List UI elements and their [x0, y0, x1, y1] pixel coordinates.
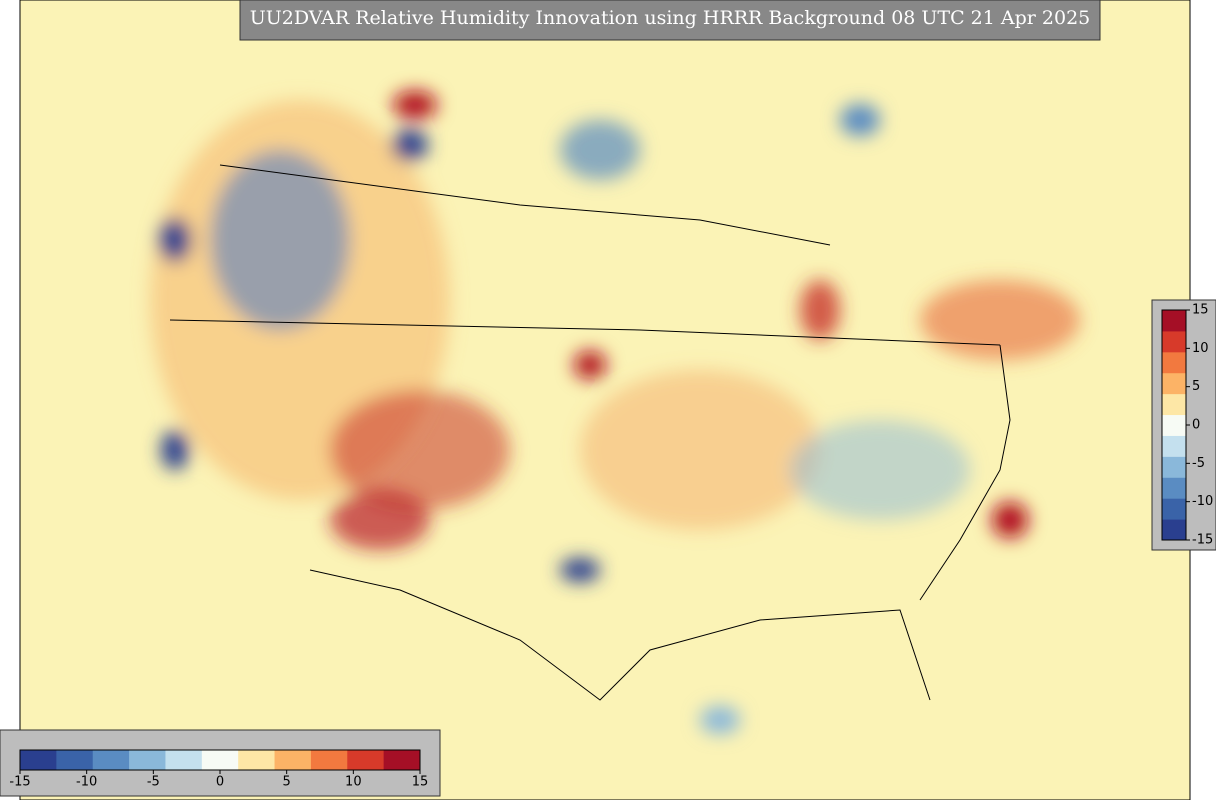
- tick-label: -10: [76, 775, 97, 790]
- tick-label: 0: [216, 775, 224, 790]
- boundaries: [169, 164, 1011, 701]
- field-patch: [840, 104, 880, 136]
- tick-label: -5: [147, 775, 160, 790]
- tick-label: 10: [1192, 341, 1209, 356]
- tick-label: -15: [9, 775, 30, 790]
- colorbar-band: [1162, 330, 1186, 353]
- colorbar-band: [1162, 498, 1186, 520]
- boundary-line: [219, 164, 831, 246]
- field-patch: [159, 218, 191, 262]
- colorbar-band: [56, 750, 94, 770]
- field-patch: [393, 91, 437, 119]
- colorbar-band: [1162, 372, 1186, 395]
- field-patch: [580, 370, 820, 530]
- colorbar-band: [274, 750, 312, 770]
- boundary-line: [309, 569, 931, 701]
- tick-label: 15: [1192, 303, 1209, 318]
- tick-label: -15: [1192, 533, 1213, 548]
- field-patch: [992, 502, 1028, 538]
- colorbar-band: [1162, 435, 1186, 457]
- field-patch: [210, 150, 350, 330]
- tick-label: 15: [412, 775, 429, 790]
- title: UU2DVAR Relative Humidity Innovation usi…: [250, 7, 1091, 29]
- colorbar-band: [1162, 310, 1186, 332]
- field-patch: [392, 129, 428, 161]
- tick-label: -10: [1192, 494, 1213, 509]
- field-patch: [560, 120, 640, 180]
- colorbar-band: [1162, 414, 1186, 436]
- field-patch: [700, 706, 740, 734]
- colorbar-band: [201, 750, 239, 770]
- innovation-field: [150, 91, 1080, 734]
- field-patch: [330, 490, 430, 550]
- colorbar-band: [347, 750, 385, 770]
- colorbar-band: [1162, 519, 1186, 541]
- field-patch: [560, 558, 600, 582]
- tick-label: 5: [1192, 379, 1200, 394]
- colorbar-band: [383, 750, 421, 770]
- colorbar-band: [310, 750, 348, 770]
- colorbar-band: [92, 750, 130, 770]
- field-patch: [800, 280, 840, 340]
- tick-label: -5: [1192, 456, 1205, 471]
- colorbar-band: [1162, 456, 1186, 478]
- colorbar-band: [1162, 477, 1186, 499]
- colorbar-band: [20, 750, 57, 770]
- field-patch: [330, 390, 510, 510]
- tick-label: 0: [1192, 418, 1200, 433]
- field-patch: [574, 351, 606, 379]
- field-patch: [790, 420, 970, 520]
- title-box: [239, 0, 1101, 41]
- colorbar-band: [165, 750, 203, 770]
- field-patch: [920, 280, 1080, 360]
- boundary-line: [919, 344, 1011, 601]
- boundary-line: [169, 319, 1001, 346]
- colorbar-band: [1162, 351, 1186, 374]
- colorbar-band: [1162, 393, 1186, 416]
- field-patch: [161, 430, 189, 470]
- colorbar-band: [129, 750, 166, 770]
- colorbar-band: [238, 750, 276, 770]
- tick-label: 10: [345, 775, 362, 790]
- tick-label: 5: [283, 775, 291, 790]
